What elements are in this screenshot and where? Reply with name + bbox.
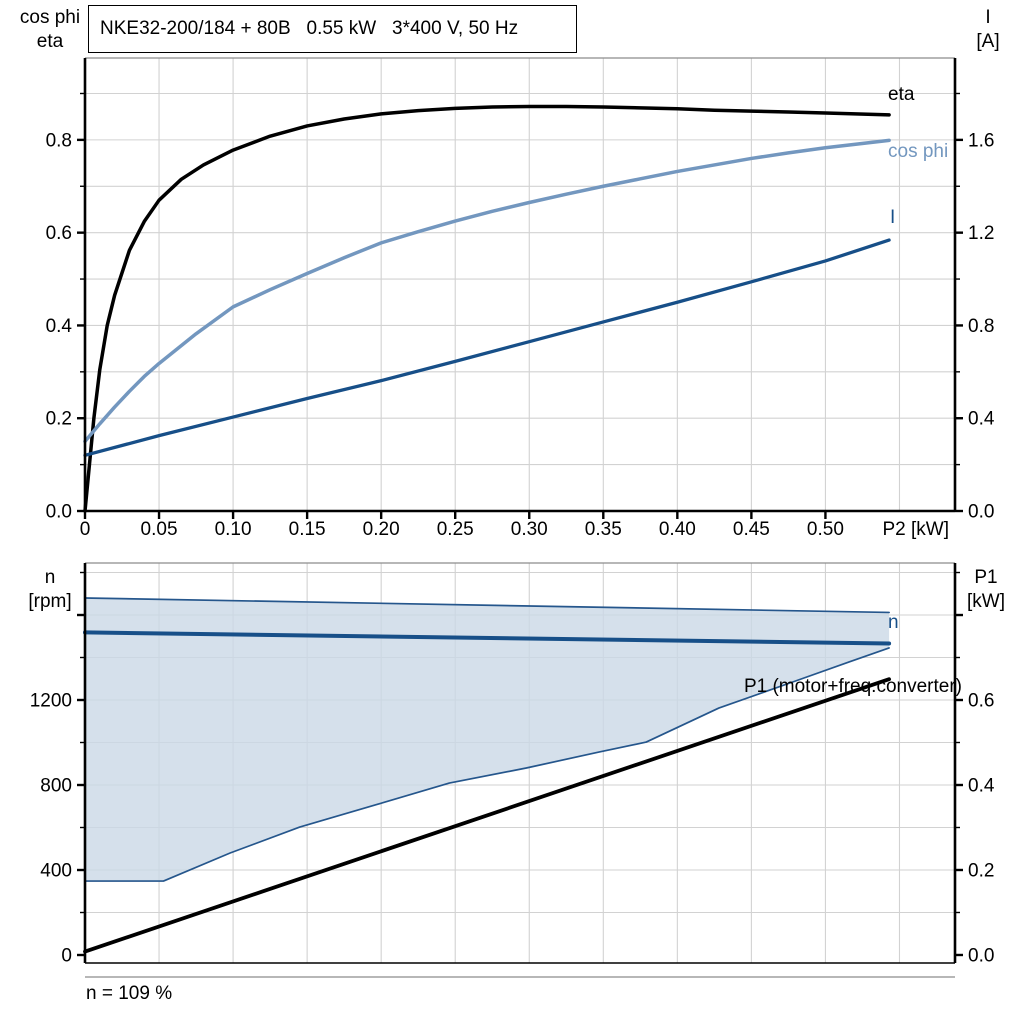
tick-label: 0.6 — [968, 691, 994, 712]
bottom-right-axis-title: P1 [kW] — [950, 566, 1022, 614]
tick-label: 0.35 — [585, 519, 622, 540]
curve-p1 — [83, 677, 892, 954]
chart-title-box: NKE32-200/184 + 80B 0.55 kW 3*400 V, 50 … — [88, 5, 577, 53]
tick-label: 0.2 — [968, 860, 994, 881]
bottom-left-axis-title: n [rpm] — [6, 566, 94, 614]
tick-label: 0.05 — [141, 519, 178, 540]
curve-label-speed: n — [888, 612, 899, 633]
tick-label: 1.2 — [968, 223, 994, 244]
tick-label: 0.30 — [511, 519, 548, 540]
chart-title: NKE32-200/184 + 80B 0.55 kW 3*400 V, 50 … — [100, 18, 519, 39]
axes — [83, 563, 957, 964]
tick-label: 400 — [40, 861, 72, 882]
tick-label: 0.4 — [46, 316, 73, 337]
curve-label-eta: eta — [888, 84, 915, 105]
curve-n-min — [84, 647, 890, 882]
top-left-axis-title: cos phi eta — [6, 6, 94, 54]
axis-title-cos-phi: cos phi — [19, 7, 81, 28]
curve-n — [83, 630, 892, 646]
speed-setting-note: n = 109 % — [86, 983, 173, 1004]
tick-label: 0.15 — [289, 519, 326, 540]
curve-current — [83, 238, 891, 457]
axis-title-speed: n — [44, 567, 56, 588]
tick-label: 0.0 — [968, 502, 994, 523]
tick-label: 0.6 — [46, 223, 72, 244]
tick-label: 0.4 — [968, 776, 995, 797]
bottom-chart-speed-power: 0 400 800 1200 0.0 0.2 0.4 0.6 — [30, 562, 995, 978]
tick-label: 0.0 — [968, 945, 994, 966]
gridlines — [85, 58, 955, 511]
tick-label: 0.20 — [363, 519, 400, 540]
curve-label-current: I — [890, 207, 896, 228]
axes — [83, 58, 957, 513]
tick-label: 0.50 — [807, 519, 844, 540]
top-right-axis-title: I [A] — [956, 6, 1020, 54]
curve-n-max — [84, 597, 890, 614]
tick-label: 0.45 — [733, 519, 770, 540]
curve-eta — [83, 104, 891, 513]
curve-label-cos-phi: cos phi — [888, 141, 949, 162]
x-axis-unit-label: P2 [kW] — [882, 519, 949, 540]
tick-label: 800 — [40, 776, 72, 797]
tick-label: 0.10 — [215, 519, 252, 540]
tick-label: 1.6 — [968, 130, 994, 151]
tick-label: 0 — [61, 946, 72, 967]
ticks — [77, 92, 963, 519]
tick-label: 0.40 — [659, 519, 696, 540]
tick-label: 0.25 — [437, 519, 474, 540]
tick-label: 1200 — [30, 691, 72, 712]
axis-title-p1: P1 — [974, 567, 998, 588]
tick-label: 0.2 — [46, 409, 72, 430]
curve-label-p1: P1 (motor+freq.converter) — [743, 676, 962, 697]
axis-title-current: I — [985, 7, 991, 28]
axis-title-rpm-unit: [rpm] — [28, 591, 72, 612]
axis-title-kw-unit: [kW] — [967, 591, 1005, 612]
axis-title-eta: eta — [36, 31, 64, 52]
tick-label: 0 — [80, 519, 91, 540]
tick-label: 0.8 — [46, 130, 72, 151]
speed-control-range-area — [85, 597, 890, 882]
top-chart-eta-cosphi-current: 0.0 0.2 0.4 0.6 0.8 0.0 0.4 0.8 1.2 1.6 0 0.05 0.10 0… — [46, 57, 995, 540]
ticks — [77, 571, 963, 957]
tick-label: 0.8 — [968, 316, 994, 337]
tick-label: 0.0 — [46, 502, 72, 523]
curve-cos-phi — [83, 138, 891, 444]
tick-label: 0.4 — [968, 409, 995, 430]
axis-title-ampere-unit: [A] — [976, 31, 1000, 52]
